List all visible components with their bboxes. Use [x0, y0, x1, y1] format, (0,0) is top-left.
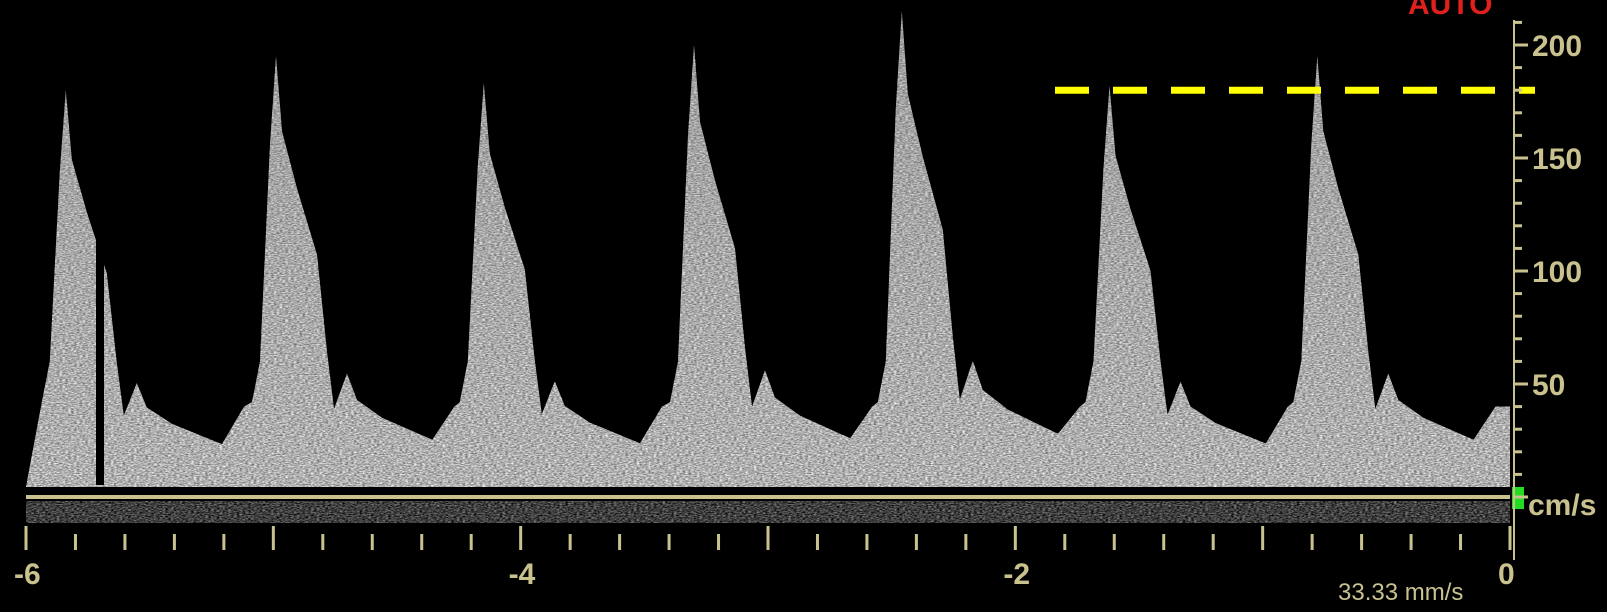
spectral-speckle	[26, 11, 1510, 487]
velocity-unit-label: cm/s	[1528, 489, 1596, 522]
velocity-tick-label: 150	[1532, 143, 1582, 176]
time-tick-label: -2	[1003, 558, 1030, 591]
time-tick-label: -6	[14, 558, 41, 591]
velocity-axis: 200 150 100 50	[1513, 20, 1582, 560]
time-tick-label: -4	[509, 558, 536, 591]
cursor-line	[96, 195, 104, 485]
reverse-channel-noise	[26, 501, 1510, 523]
velocity-tick-label: 50	[1532, 369, 1565, 402]
time-axis: -6 -4 -2 0	[14, 526, 1515, 591]
time-tick-label: 0	[1498, 558, 1515, 591]
velocity-tick-label: 200	[1532, 30, 1582, 63]
spectral-waveform	[26, 11, 1510, 523]
velocity-tick-label: 100	[1532, 256, 1582, 289]
sweep-speed-label: 33.33 mm/s	[1338, 579, 1463, 606]
mode-label: AUTO	[1408, 0, 1492, 21]
